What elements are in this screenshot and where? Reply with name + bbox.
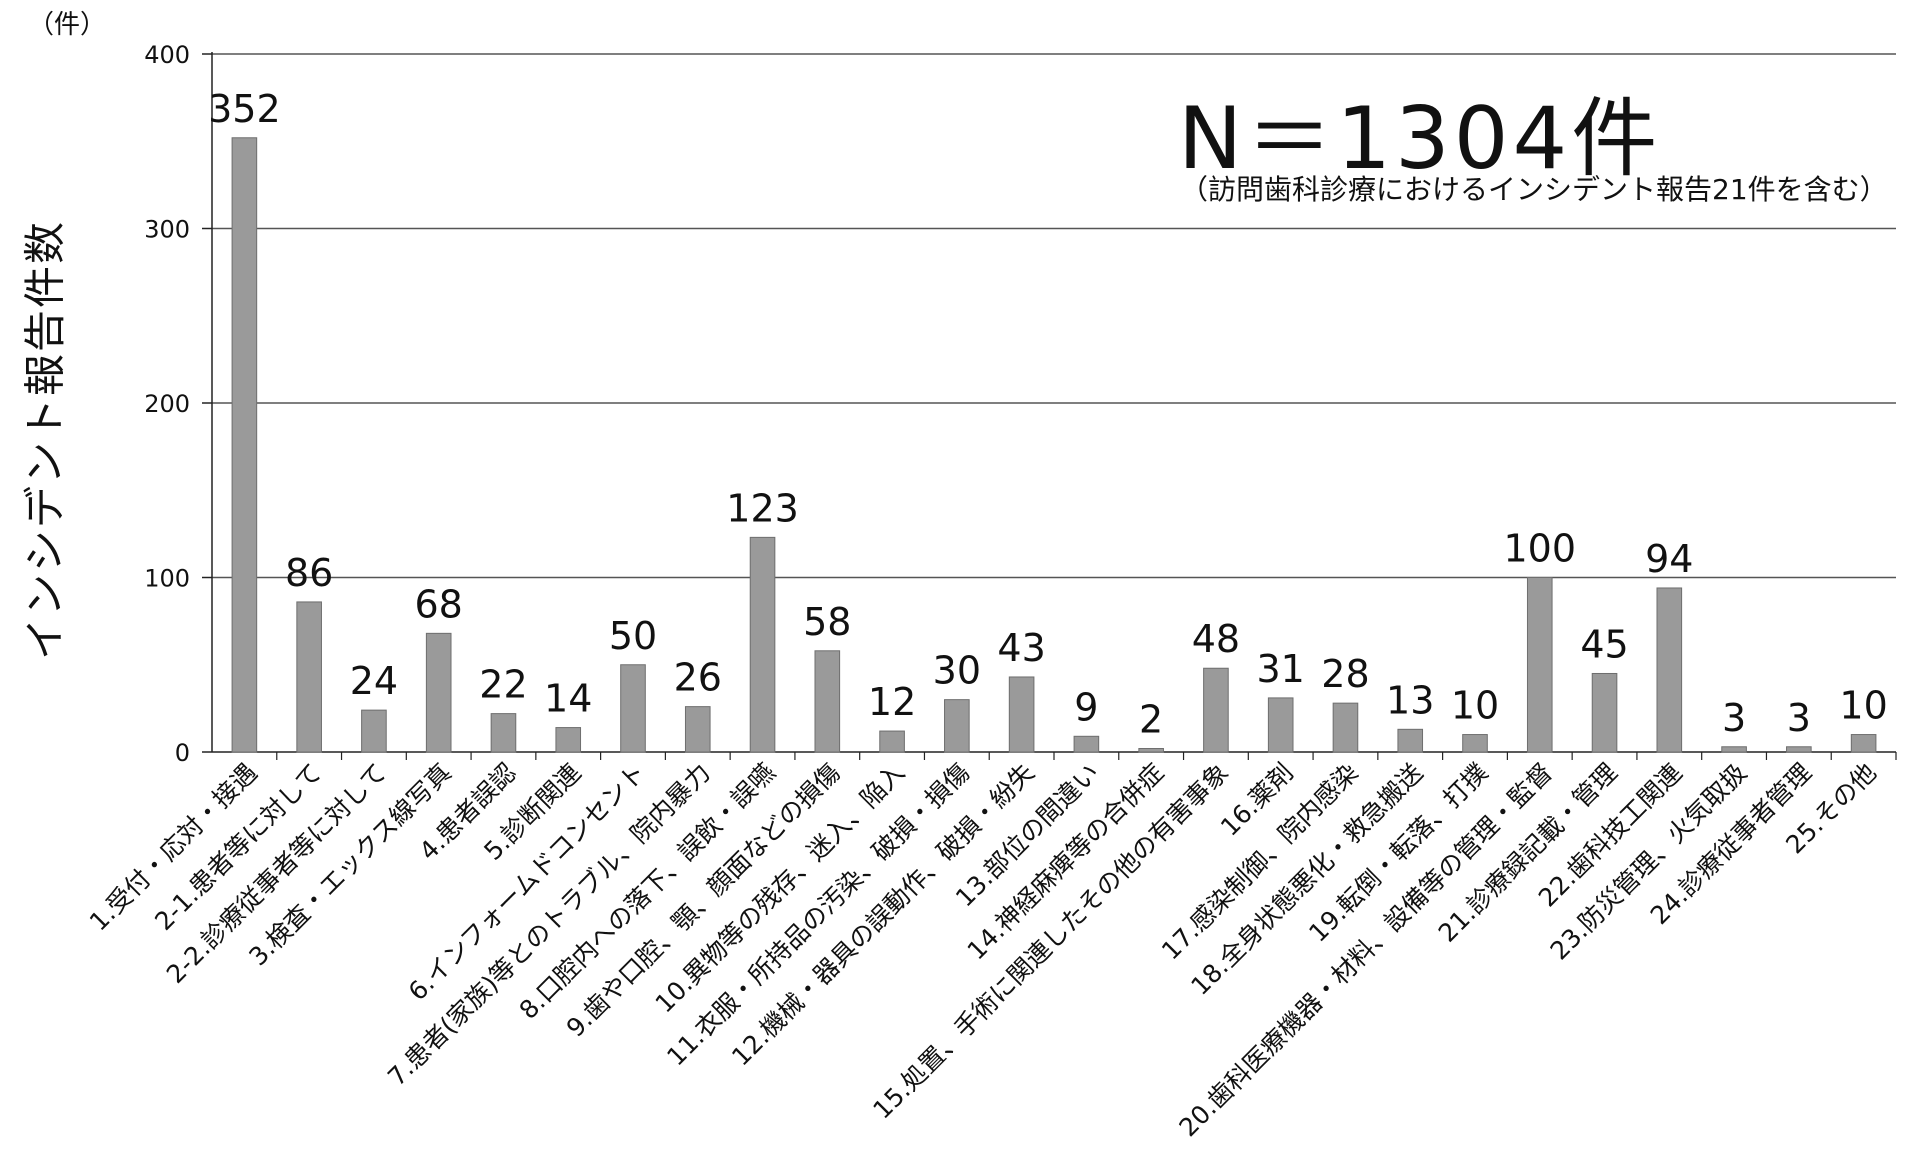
data-label: 10 (1839, 684, 1887, 728)
bar (814, 650, 841, 753)
bar (1462, 734, 1488, 753)
y-tick-label: 400 (144, 41, 190, 69)
data-label: 10 (1451, 684, 1499, 728)
data-label: 9 (1074, 685, 1098, 729)
data-label: 45 (1580, 622, 1628, 666)
data-label: 2 (1139, 698, 1163, 742)
y-tick-label: 200 (144, 390, 190, 418)
bar (1267, 697, 1294, 753)
bar (1332, 702, 1359, 753)
data-label: 28 (1321, 652, 1369, 696)
bar (231, 137, 258, 753)
y-tick-label: 100 (144, 565, 190, 593)
data-label: 94 (1645, 537, 1693, 581)
bar (1397, 728, 1424, 753)
data-label: 100 (1504, 527, 1577, 571)
bar (749, 536, 776, 753)
bar (361, 709, 387, 753)
data-label: 31 (1257, 647, 1305, 691)
total-count-annotation: N＝1304件 (1178, 89, 1662, 189)
data-label: 50 (609, 614, 657, 658)
data-label: 12 (868, 680, 916, 724)
bar (1073, 735, 1100, 753)
bar (620, 664, 646, 753)
y-axis-unit: （件） (28, 10, 107, 40)
data-label: 43 (997, 626, 1045, 670)
data-label: 26 (674, 656, 722, 700)
bar (1138, 748, 1164, 753)
data-label: 68 (415, 582, 463, 626)
bar (1721, 746, 1747, 753)
bar (490, 713, 517, 753)
data-label: 3 (1787, 696, 1811, 740)
data-label: 58 (803, 600, 851, 644)
data-label: 3 (1722, 696, 1746, 740)
y-tick-label: 0 (175, 739, 190, 767)
bar (1786, 746, 1812, 753)
data-label: 48 (1192, 617, 1240, 661)
data-label: 13 (1386, 678, 1434, 722)
data-label: 86 (285, 551, 333, 595)
data-label: 352 (208, 87, 281, 131)
bar (1850, 734, 1877, 753)
bar (944, 699, 970, 753)
y-tick-label: 300 (144, 216, 190, 244)
bar (1008, 676, 1035, 753)
data-label: 30 (933, 649, 981, 693)
bar (1203, 667, 1229, 753)
data-label: 123 (726, 486, 799, 530)
bar (425, 632, 452, 753)
data-label: 14 (544, 677, 592, 721)
bar (555, 727, 582, 753)
bar (1591, 672, 1618, 753)
data-label: 24 (350, 659, 398, 703)
total-count-note: （訪問歯科診療におけるインシデント報告21件を含む） (1180, 173, 1888, 206)
bar (879, 730, 905, 753)
bar (1526, 577, 1553, 753)
bar (684, 706, 711, 753)
bar (296, 601, 322, 753)
bar (1656, 587, 1683, 753)
data-label: 22 (479, 663, 527, 707)
